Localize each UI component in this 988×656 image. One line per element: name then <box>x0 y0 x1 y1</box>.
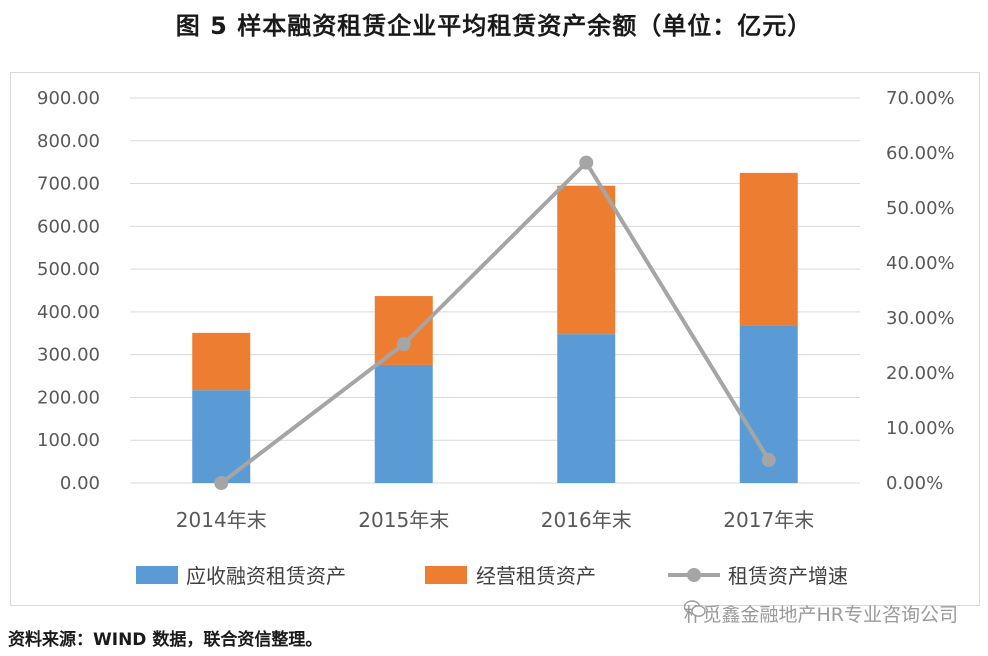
wechat-icon <box>683 600 706 617</box>
y-right-tick-label: 60.00% <box>886 143 955 164</box>
y-left-tick-label: 600.00 <box>37 216 100 237</box>
growth-point <box>214 476 229 490</box>
chart-frame <box>10 72 980 606</box>
bar-finance-lease <box>374 364 433 483</box>
y-right-tick-label: 30.00% <box>886 308 955 329</box>
y-right-tick-label: 40.00% <box>886 253 955 274</box>
x-tick-label: 2015年末 <box>358 508 449 532</box>
legend: 应收融资租赁资产 经营租赁资产 租赁资产增速 <box>136 564 848 588</box>
watermark-text: 朴觅鑫金融地产HR专业咨询公司 <box>683 604 959 626</box>
y-right-tick-label: 50.00% <box>886 198 955 219</box>
y-right-tick-label: 70.00% <box>886 88 955 109</box>
y-left-tick-label: 100.00 <box>37 430 100 451</box>
y-left-tick-label: 500.00 <box>37 259 100 280</box>
right-axis-ticks: 0.00% 10.00% 20.00% 30.00% 40.00% 50.00% 60.00… <box>886 88 955 494</box>
legend-swatch-finance-lease <box>136 566 178 584</box>
y-left-tick-label: 0.00 <box>60 473 100 494</box>
bar-finance-lease <box>557 334 616 483</box>
y-right-tick-label: 20.00% <box>886 363 955 384</box>
y-left-tick-label: 400.00 <box>37 302 100 323</box>
y-left-tick-label: 800.00 <box>37 131 100 152</box>
bar-operating-lease <box>192 332 251 391</box>
legend-swatch-operating-lease <box>425 566 467 584</box>
legend-label: 应收融资租赁资产 <box>186 564 346 588</box>
growth-point <box>761 452 776 467</box>
legend-label: 经营租赁资产 <box>476 564 596 588</box>
y-right-tick-label: 10.00% <box>886 418 955 439</box>
chart-title: 图 5 样本融资租赁企业平均租赁资产余额（单位：亿元） <box>175 12 813 40</box>
y-left-tick-label: 700.00 <box>37 174 100 195</box>
source-note: 资料来源：WIND 数据，联合资信整理。 <box>8 630 323 650</box>
bar-operating-lease <box>557 185 616 335</box>
legend-swatch-growth-point <box>687 568 701 582</box>
y-left-tick-label: 900.00 <box>37 88 100 109</box>
x-tick-label: 2017年末 <box>723 508 814 532</box>
left-axis-ticks: 0.00 100.00 200.00 300.00 400.00 500.00 600.00… <box>37 88 100 494</box>
bar-operating-lease <box>739 172 798 326</box>
y-left-tick-label: 200.00 <box>37 387 100 408</box>
watermark: 朴觅鑫金融地产HR专业咨询公司 <box>683 600 959 627</box>
x-tick-label: 2014年末 <box>176 508 267 532</box>
growth-point <box>579 155 594 170</box>
growth-point <box>396 337 411 352</box>
bar-operating-lease <box>374 296 433 365</box>
y-right-tick-label: 0.00% <box>886 473 943 494</box>
growth-line <box>214 155 776 490</box>
growth-line-path <box>220 160 771 485</box>
bars <box>192 172 798 483</box>
grid-lines <box>130 97 860 484</box>
y-left-tick-label: 300.00 <box>37 345 100 366</box>
x-tick-label: 2016年末 <box>541 508 632 532</box>
x-axis-ticks: 2014年末 2015年末 2016年末 2017年末 <box>176 508 814 532</box>
legend-label: 租赁资产增速 <box>728 564 848 588</box>
